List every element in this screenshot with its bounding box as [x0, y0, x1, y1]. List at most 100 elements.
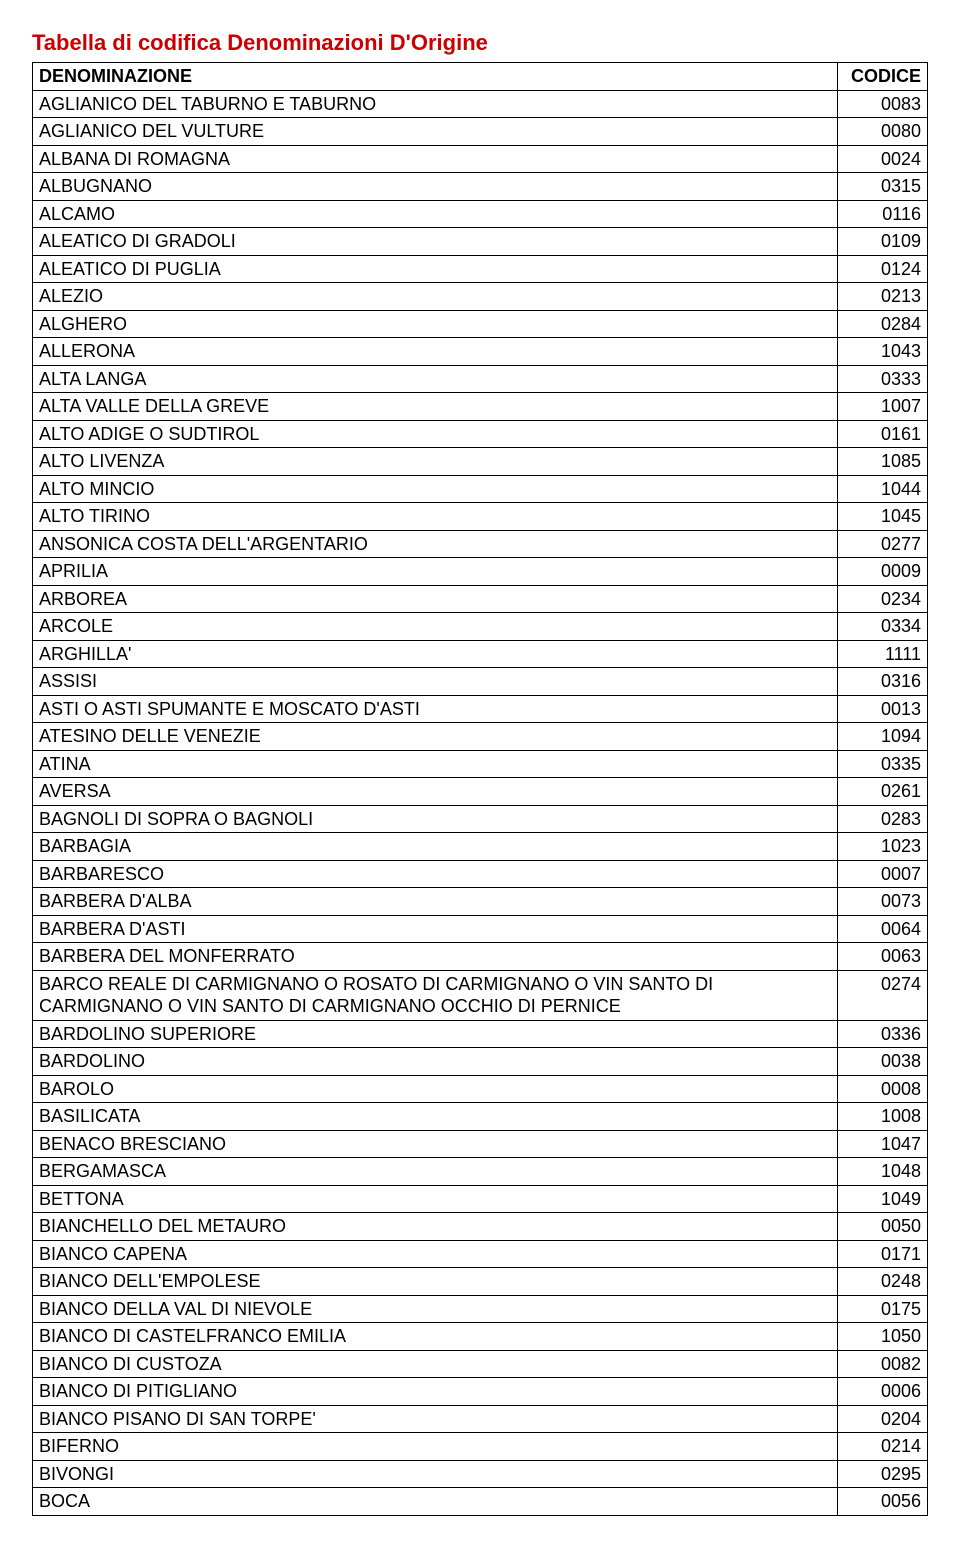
table-row: BIANCO CAPENA0171: [33, 1240, 928, 1268]
denomination-cell: BIANCO DELL'EMPOLESE: [33, 1268, 838, 1296]
denomination-cell: ARGHILLA': [33, 640, 838, 668]
code-cell: 0064: [838, 915, 928, 943]
code-cell: 0109: [838, 228, 928, 256]
denomination-cell: BIANCO DELLA VAL DI NIEVOLE: [33, 1295, 838, 1323]
code-cell: 0024: [838, 145, 928, 173]
denomination-cell: BERGAMASCA: [33, 1158, 838, 1186]
code-cell: 0277: [838, 530, 928, 558]
denomination-cell: ALTO MINCIO: [33, 475, 838, 503]
code-cell: 0234: [838, 585, 928, 613]
table-row: ALTO ADIGE O SUDTIROL0161: [33, 420, 928, 448]
code-cell: 1043: [838, 338, 928, 366]
table-row: ATINA0335: [33, 750, 928, 778]
code-cell: 0295: [838, 1460, 928, 1488]
table-row: ALTO LIVENZA1085: [33, 448, 928, 476]
table-row: BIANCO DELL'EMPOLESE0248: [33, 1268, 928, 1296]
code-cell: 0073: [838, 888, 928, 916]
code-cell: 1094: [838, 723, 928, 751]
denomination-cell: ALEZIO: [33, 283, 838, 311]
code-cell: 1045: [838, 503, 928, 531]
denomination-cell: ALTO ADIGE O SUDTIROL: [33, 420, 838, 448]
table-row: ARBOREA0234: [33, 585, 928, 613]
table-row: BARBERA D'ASTI0064: [33, 915, 928, 943]
table-row: BETTONA1049: [33, 1185, 928, 1213]
table-row: BAGNOLI DI SOPRA O BAGNOLI0283: [33, 805, 928, 833]
denomination-cell: ATINA: [33, 750, 838, 778]
table-row: BARCO REALE DI CARMIGNANO O ROSATO DI CA…: [33, 970, 928, 1020]
code-cell: 1049: [838, 1185, 928, 1213]
denomination-cell: ALBUGNANO: [33, 173, 838, 201]
code-cell: 0116: [838, 200, 928, 228]
denomination-cell: BARBERA D'ASTI: [33, 915, 838, 943]
denomination-cell: BARBARESCO: [33, 860, 838, 888]
code-cell: 0175: [838, 1295, 928, 1323]
denomination-cell: ALCAMO: [33, 200, 838, 228]
code-cell: 0316: [838, 668, 928, 696]
denomination-cell: ALLERONA: [33, 338, 838, 366]
denomination-cell: ALTA LANGA: [33, 365, 838, 393]
table-row: BARBERA DEL MONFERRATO0063: [33, 943, 928, 971]
code-cell: 0056: [838, 1488, 928, 1516]
denomination-cell: ATESINO DELLE VENEZIE: [33, 723, 838, 751]
code-cell: 0274: [838, 970, 928, 1020]
code-cell: 1008: [838, 1103, 928, 1131]
denomination-cell: BARBERA D'ALBA: [33, 888, 838, 916]
denomination-cell: BASILICATA: [33, 1103, 838, 1131]
code-cell: 0080: [838, 118, 928, 146]
denomination-cell: APRILIA: [33, 558, 838, 586]
code-cell: 1085: [838, 448, 928, 476]
code-cell: 1023: [838, 833, 928, 861]
table-row: ALBANA DI ROMAGNA0024: [33, 145, 928, 173]
table-row: BIANCHELLO DEL METAURO0050: [33, 1213, 928, 1241]
table-row: ALEATICO DI PUGLIA0124: [33, 255, 928, 283]
code-cell: 0007: [838, 860, 928, 888]
code-cell: 0214: [838, 1433, 928, 1461]
code-cell: 0315: [838, 173, 928, 201]
denomination-cell: BIANCO CAPENA: [33, 1240, 838, 1268]
code-cell: 0204: [838, 1405, 928, 1433]
code-cell: 0213: [838, 283, 928, 311]
denomination-cell: BAGNOLI DI SOPRA O BAGNOLI: [33, 805, 838, 833]
code-cell: 0334: [838, 613, 928, 641]
denomination-cell: ASTI O ASTI SPUMANTE E MOSCATO D'ASTI: [33, 695, 838, 723]
table-row: ALEATICO DI GRADOLI0109: [33, 228, 928, 256]
table-row: BARBAGIA1023: [33, 833, 928, 861]
denomination-cell: AVERSA: [33, 778, 838, 806]
code-cell: 0050: [838, 1213, 928, 1241]
table-row: BIANCO DI CUSTOZA0082: [33, 1350, 928, 1378]
codification-table: DENOMINAZIONE CODICE AGLIANICO DEL TABUR…: [32, 62, 928, 1516]
denomination-cell: BIVONGI: [33, 1460, 838, 1488]
code-cell: 0261: [838, 778, 928, 806]
denomination-cell: BIANCO DI CASTELFRANCO EMILIA: [33, 1323, 838, 1351]
table-row: ALTA VALLE DELLA GREVE1007: [33, 393, 928, 421]
denomination-cell: AGLIANICO DEL VULTURE: [33, 118, 838, 146]
table-row: BIFERNO0214: [33, 1433, 928, 1461]
table-row: ASSISI0316: [33, 668, 928, 696]
denomination-cell: ALTO LIVENZA: [33, 448, 838, 476]
code-cell: 0008: [838, 1075, 928, 1103]
table-row: BARDOLINO SUPERIORE0336: [33, 1020, 928, 1048]
code-cell: 0009: [838, 558, 928, 586]
code-cell: 0161: [838, 420, 928, 448]
table-row: AVERSA0261: [33, 778, 928, 806]
table-row: BARDOLINO0038: [33, 1048, 928, 1076]
denomination-cell: BIANCO DI CUSTOZA: [33, 1350, 838, 1378]
code-cell: 0063: [838, 943, 928, 971]
code-cell: 0171: [838, 1240, 928, 1268]
table-row: ALTA LANGA0333: [33, 365, 928, 393]
denomination-cell: ALTA VALLE DELLA GREVE: [33, 393, 838, 421]
table-row: ARCOLE0334: [33, 613, 928, 641]
denomination-cell: BIANCO DI PITIGLIANO: [33, 1378, 838, 1406]
denomination-cell: BENACO BRESCIANO: [33, 1130, 838, 1158]
denomination-cell: ALEATICO DI GRADOLI: [33, 228, 838, 256]
denomination-cell: BAROLO: [33, 1075, 838, 1103]
code-cell: 1007: [838, 393, 928, 421]
table-row: BOCA0056: [33, 1488, 928, 1516]
header-code: CODICE: [838, 63, 928, 91]
code-cell: 0038: [838, 1048, 928, 1076]
denomination-cell: ARBOREA: [33, 585, 838, 613]
table-row: ANSONICA COSTA DELL'ARGENTARIO0277: [33, 530, 928, 558]
table-row: BIANCO DELLA VAL DI NIEVOLE0175: [33, 1295, 928, 1323]
denomination-cell: AGLIANICO DEL TABURNO E TABURNO: [33, 90, 838, 118]
table-row: BIANCO DI CASTELFRANCO EMILIA1050: [33, 1323, 928, 1351]
